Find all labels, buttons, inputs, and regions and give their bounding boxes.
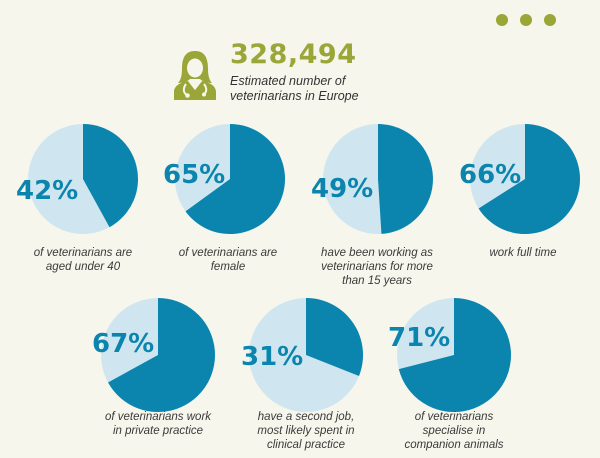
pie-caption: of veterinarians specialise in companion…: [404, 411, 504, 451]
pie-percent-label: 66%: [459, 160, 522, 190]
pie-percent-label: 67%: [92, 329, 155, 359]
pie-slice: [478, 124, 580, 234]
pie-chart: [101, 298, 215, 412]
pie-slice: [306, 298, 364, 376]
dot: [496, 14, 508, 26]
dot: [544, 14, 556, 26]
pie-slice: [185, 124, 285, 234]
pie-percent-label: 31%: [241, 342, 304, 372]
more-dots-icon: [496, 14, 560, 28]
pie-chart: [28, 124, 139, 234]
pie-chart: [397, 298, 511, 412]
pie-caption: have been working as veterinarians for m…: [321, 247, 433, 287]
pie-slice: [108, 298, 215, 412]
vet-count-value: 328,494: [230, 39, 357, 70]
pie-caption: have a second job, most likely spent in …: [257, 411, 355, 451]
pie-percent-label: 42%: [16, 176, 79, 206]
dot: [520, 14, 532, 26]
pie-caption: of veterinarians work in private practic…: [104, 411, 212, 437]
pie-slice: [398, 298, 511, 412]
vet-count-caption: Estimated number of veterinarians in Eur…: [230, 74, 359, 103]
veterinarian-icon: [174, 51, 216, 100]
pie-chart: [249, 298, 364, 412]
pie-caption: of veterinarians are aged under 40: [33, 247, 133, 273]
pie-caption: of veterinarians are female: [178, 247, 278, 273]
pie-slice: [378, 124, 433, 234]
pie-percent-label: 71%: [388, 323, 451, 353]
pie-caption: work full time: [489, 247, 557, 259]
pie-percent-label: 49%: [311, 174, 374, 204]
pie-slice: [83, 124, 139, 228]
pie-chart: [323, 124, 433, 234]
pie-percent-label: 65%: [163, 160, 226, 190]
pie-chart: [175, 124, 285, 234]
pie-chart: [470, 124, 580, 234]
